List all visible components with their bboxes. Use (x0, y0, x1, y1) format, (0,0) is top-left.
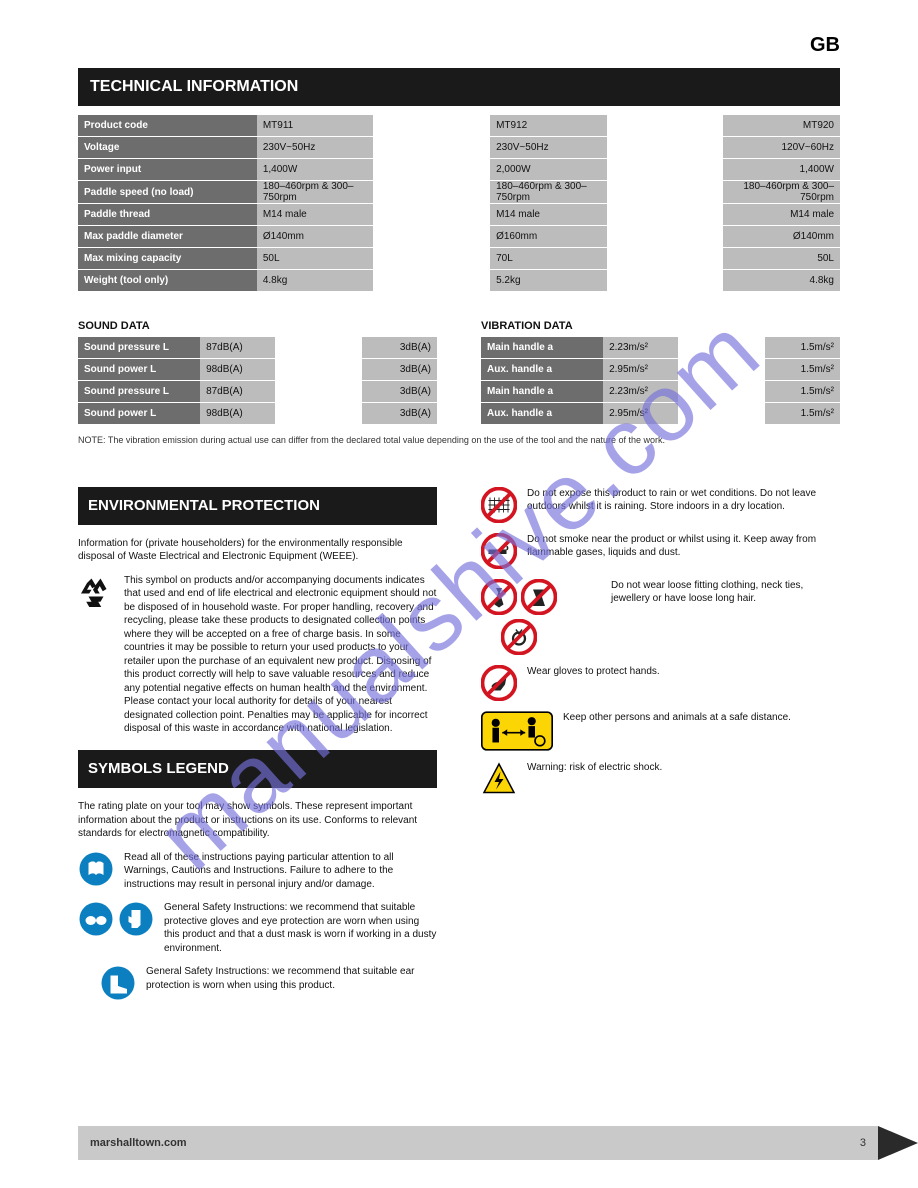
table-row: Product code MT911 MT912 MT920 (78, 115, 840, 136)
spec-cell: MT912 (490, 115, 607, 136)
table-row: Main handle a2.23m/s²1.5m/s² (481, 381, 840, 402)
boots-text: General Safety Instructions: we recommen… (146, 965, 437, 992)
spec-cell: MT911 (257, 115, 374, 136)
no-smoking-icon (481, 533, 517, 569)
goggles-icon (78, 901, 114, 937)
no-jewelry-icon (501, 619, 537, 655)
specs-table: Product code MT911 MT912 MT920 Voltage23… (78, 114, 840, 292)
table-row: Sound power L98dB(A)3dB(A) (78, 403, 437, 424)
spec-cell: MT920 (723, 115, 840, 136)
table-row: Voltage230V~50Hz230V~50Hz120V~60Hz (78, 137, 840, 158)
read-text: Read all of these instructions paying pa… (124, 851, 437, 892)
spec-label: Product code (78, 115, 257, 136)
no-hand-icon (481, 665, 517, 701)
table-row: Main handle a2.23m/s²1.5m/s² (481, 337, 840, 358)
boots-icon (100, 965, 136, 1001)
read-manual-icon (78, 851, 114, 887)
tech-info-banner: TECHNICAL INFORMATION (78, 68, 840, 106)
shock-warning-icon (481, 761, 517, 797)
spec-gap (373, 115, 490, 136)
vibration-note: NOTE: The vibration emission during actu… (78, 435, 840, 447)
table-row: Aux. handle a2.95m/s²1.5m/s² (481, 403, 840, 424)
env-p2: This symbol on products and/or accompany… (124, 574, 437, 736)
table-row: Paddle threadM14 maleM14 maleM14 male (78, 204, 840, 225)
ppe-text: General Safety Instructions: we recommen… (164, 901, 437, 955)
gloves-icon (118, 901, 154, 937)
keep-distance-text: Keep other persons and animals at a safe… (563, 711, 840, 725)
recycle-icon (78, 574, 114, 610)
page-number: 3 (860, 1126, 866, 1160)
table-row: Max paddle diameterØ140mmØ160mmØ140mm (78, 226, 840, 247)
table-row: Weight (tool only)4.8kg5.2kg4.8kg (78, 270, 840, 291)
table-row: Paddle speed (no load)180–460rpm & 300–7… (78, 181, 840, 203)
env-banner: ENVIRONMENTAL PROTECTION (78, 487, 437, 525)
page-footer: marshalltown.com 3 (0, 1126, 918, 1160)
table-row: Aux. handle a2.95m/s²1.5m/s² (481, 359, 840, 380)
table-row: Power input1,400W2,000W1,400W (78, 159, 840, 180)
no-loose-icon (521, 579, 557, 615)
sound-title: SOUND DATA (78, 320, 437, 332)
no-loose-text: Do not wear loose fitting clothing, neck… (611, 579, 840, 606)
table-row: Max mixing capacity50L70L50L (78, 248, 840, 269)
vibration-table: Main handle a2.23m/s²1.5m/s² Aux. handle… (481, 336, 840, 425)
no-smoking-text: Do not smoke near the product or whilst … (527, 533, 840, 560)
spec-gap (607, 115, 724, 136)
table-row: Sound pressure L87dB(A)3dB(A) (78, 337, 437, 358)
vibration-title: VIBRATION DATA (481, 320, 840, 332)
no-rain-icon (481, 487, 517, 523)
gloves-text: Wear gloves to protect hands. (527, 665, 840, 679)
sound-table: Sound pressure L87dB(A)3dB(A) Sound powe… (78, 336, 437, 425)
table-row: Sound power L98dB(A)3dB(A) (78, 359, 437, 380)
keep-distance-icon (481, 711, 553, 751)
symbols-intro: The rating plate on your tool may show s… (78, 800, 437, 841)
env-p1: Information for (private householders) f… (78, 537, 437, 564)
symbols-banner: SYMBOLS LEGEND (78, 750, 437, 788)
footer-brand: marshalltown.com (90, 1126, 187, 1160)
shock-text: Warning: risk of electric shock. (527, 761, 840, 775)
footer-arrow-icon (878, 1126, 918, 1160)
no-rain-text: Do not expose this product to rain or we… (527, 487, 840, 514)
no-tie-icon (481, 579, 517, 615)
table-row: Sound pressure L87dB(A)3dB(A) (78, 381, 437, 402)
language-code: GB (810, 34, 840, 57)
